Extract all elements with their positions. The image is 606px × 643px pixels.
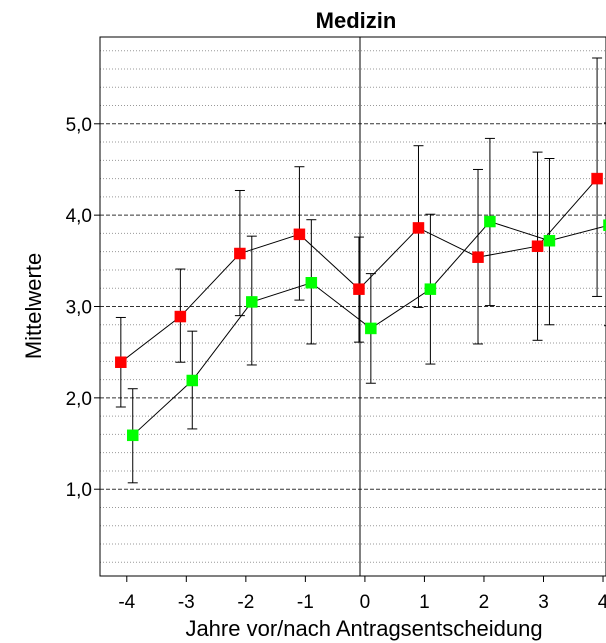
- y-axis-label: Mittelwerte: [21, 253, 46, 359]
- data-point-marker: [412, 222, 425, 234]
- data-point-marker: [424, 283, 437, 295]
- x-tick-label: -4: [118, 592, 135, 613]
- y-tick-label: 1,0: [66, 480, 92, 501]
- y-axis: 1,0 2,0 3,0 4,0 5,0: [66, 115, 100, 501]
- y-tick-label: 3,0: [66, 298, 92, 319]
- x-axis: -4 -3 -2 -1 0 1 2 3 4: [118, 576, 606, 613]
- data-point-marker: [603, 219, 606, 231]
- grid-lines: [100, 50, 606, 563]
- series-group: [126, 122, 606, 484]
- data-point-marker: [293, 228, 306, 241]
- data-series: [115, 57, 606, 484]
- y-tick-label: 4,0: [66, 206, 92, 227]
- data-point-marker: [305, 276, 318, 289]
- x-tick-label: -2: [237, 592, 254, 613]
- data-point-marker: [246, 296, 258, 308]
- x-tick-label: 2: [479, 592, 490, 613]
- data-point-marker: [353, 283, 365, 295]
- data-point-marker: [234, 247, 246, 260]
- data-point-marker: [531, 240, 544, 252]
- x-tick-label: 3: [538, 592, 549, 613]
- data-point-marker: [484, 215, 496, 228]
- x-axis-label: Jahre vor/nach Antragsentscheidung: [185, 616, 542, 641]
- x-tick-label: 4: [598, 592, 606, 613]
- data-point-marker: [174, 310, 187, 323]
- x-tick-label: 1: [419, 592, 430, 613]
- data-point-marker: [115, 356, 127, 368]
- x-tick-label: -3: [178, 592, 195, 613]
- data-point-marker: [126, 429, 139, 442]
- y-tick-label: 2,0: [66, 389, 92, 410]
- data-point-marker: [472, 251, 484, 263]
- series-group: [115, 57, 603, 408]
- chart-title: Medizin: [316, 8, 397, 33]
- data-point-marker: [543, 234, 556, 247]
- data-point-marker: [591, 172, 603, 185]
- data-point-marker: [186, 374, 199, 387]
- x-tick-label: -1: [297, 592, 314, 613]
- y-tick-label: 5,0: [66, 115, 92, 136]
- data-point-marker: [365, 322, 377, 335]
- x-tick-label: 0: [360, 592, 371, 613]
